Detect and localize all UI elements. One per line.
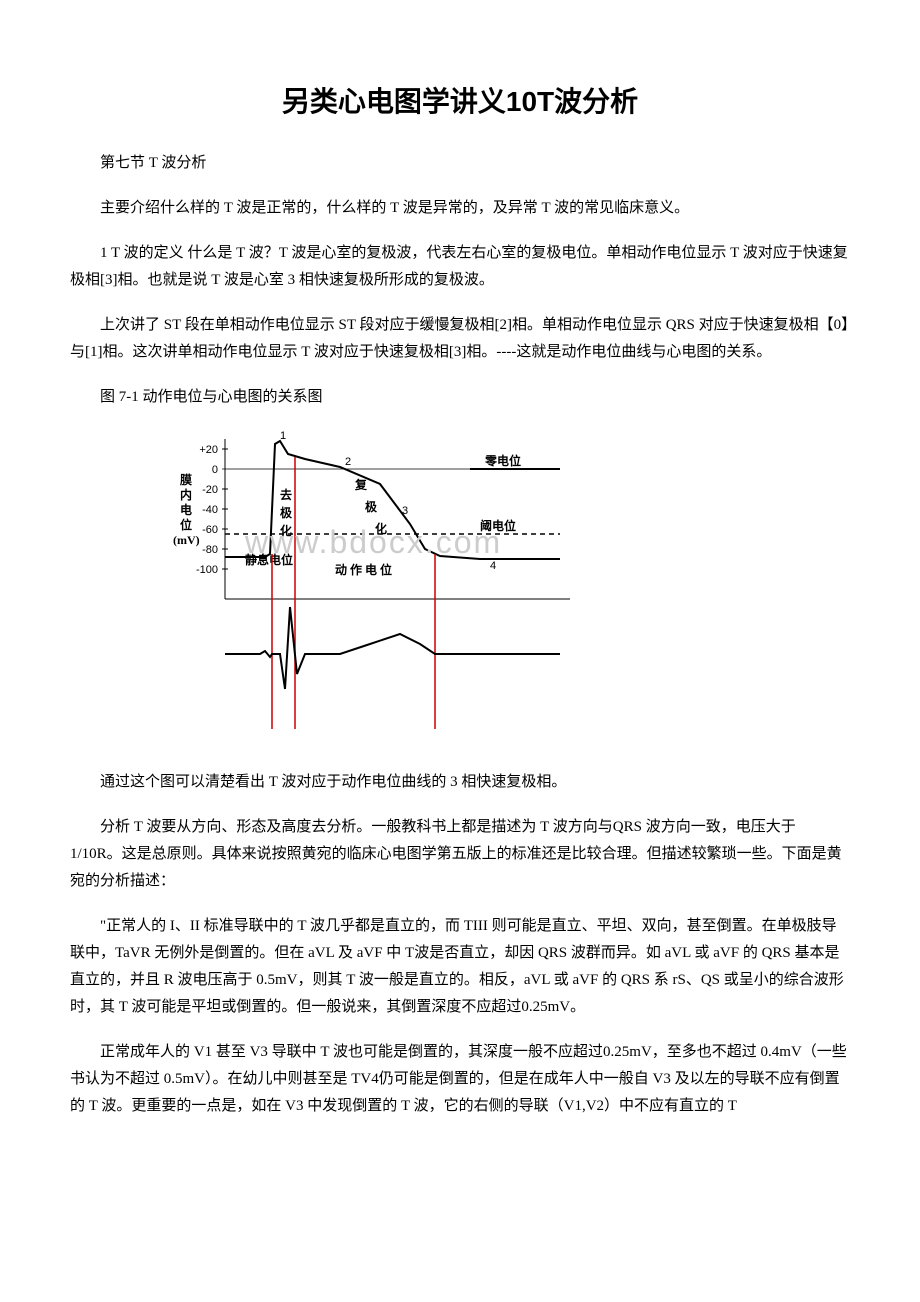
paragraph-7: 分析 T 波要从方向、形态及高度去分析。一般教科书上都是描述为 T 波方向与QR… (70, 814, 850, 895)
ytick-m100: -100 (196, 564, 218, 576)
phase-3: 3 (402, 505, 408, 517)
ytick-m60: -60 (202, 524, 218, 536)
paragraph-6: 通过这个图可以清楚看出 T 波对应于动作电位曲线的 3 相快速复极相。 (70, 769, 850, 796)
depol-1: 去 (280, 487, 292, 502)
document-title: 另类心电图学讲义10T波分析 (70, 80, 850, 120)
yaxis-label-1: 膜 (180, 472, 192, 487)
ytick-0: 0 (212, 464, 218, 476)
paragraph-3: 1 T 波的定义 什么是 T 波？T 波是心室的复极波，代表左右心室的复极电位。… (70, 240, 850, 294)
paragraph-2: 主要介绍什么样的 T 波是正常的，什么样的 T 波是异常的，及异常 T 波的常见… (70, 195, 850, 222)
threshold-potential-label: 阈电位 (480, 518, 516, 533)
ytick-m80: -80 (202, 544, 218, 556)
figure-caption: 图 7-1 动作电位与心电图的关系图 (70, 384, 850, 411)
paragraph-4: 上次讲了 ST 段在单相动作电位显示 ST 段对应于缓慢复极相[2]相。单相动作… (70, 312, 850, 366)
repol-2: 极 (365, 499, 378, 514)
phase-1: 1 (280, 430, 286, 442)
figure-action-potential: www.bdocx.com +20 0 -20 -40 -60 -80 -100… (140, 429, 850, 749)
yaxis-label-4: 位 (180, 517, 192, 532)
zero-potential-label: 零电位 (484, 453, 521, 468)
paragraph-section-heading: 第七节 T 波分析 (70, 150, 850, 177)
action-potential-label: 动 作 电 位 (335, 562, 392, 577)
paragraph-9: 正常成年人的 V1 甚至 V3 导联中 T 波也可能是倒置的，其深度一般不应超过… (70, 1039, 850, 1120)
ytick-m40: -40 (202, 504, 218, 516)
ytick-plus20: +20 (199, 444, 218, 456)
ytick-m20: -20 (202, 484, 218, 496)
action-potential-chart: +20 0 -20 -40 -60 -80 -100 膜 内 电 位 (mV) … (140, 429, 620, 749)
phase-2: 2 (345, 456, 351, 468)
yaxis-label-3: 电 (180, 502, 192, 517)
yaxis-unit: (mV) (173, 533, 200, 547)
phase-4: 4 (490, 560, 496, 572)
repol-3: 化 (375, 521, 387, 536)
yaxis-label-2: 内 (180, 487, 192, 502)
repol-1: 复 (354, 477, 368, 492)
depol-2: 极 (280, 505, 293, 520)
depol-3: 化 (280, 523, 292, 538)
paragraph-8: "正常人的 I、II 标准导联中的 T 波几乎都是直立的，而 TIII 则可能是… (70, 913, 850, 1021)
